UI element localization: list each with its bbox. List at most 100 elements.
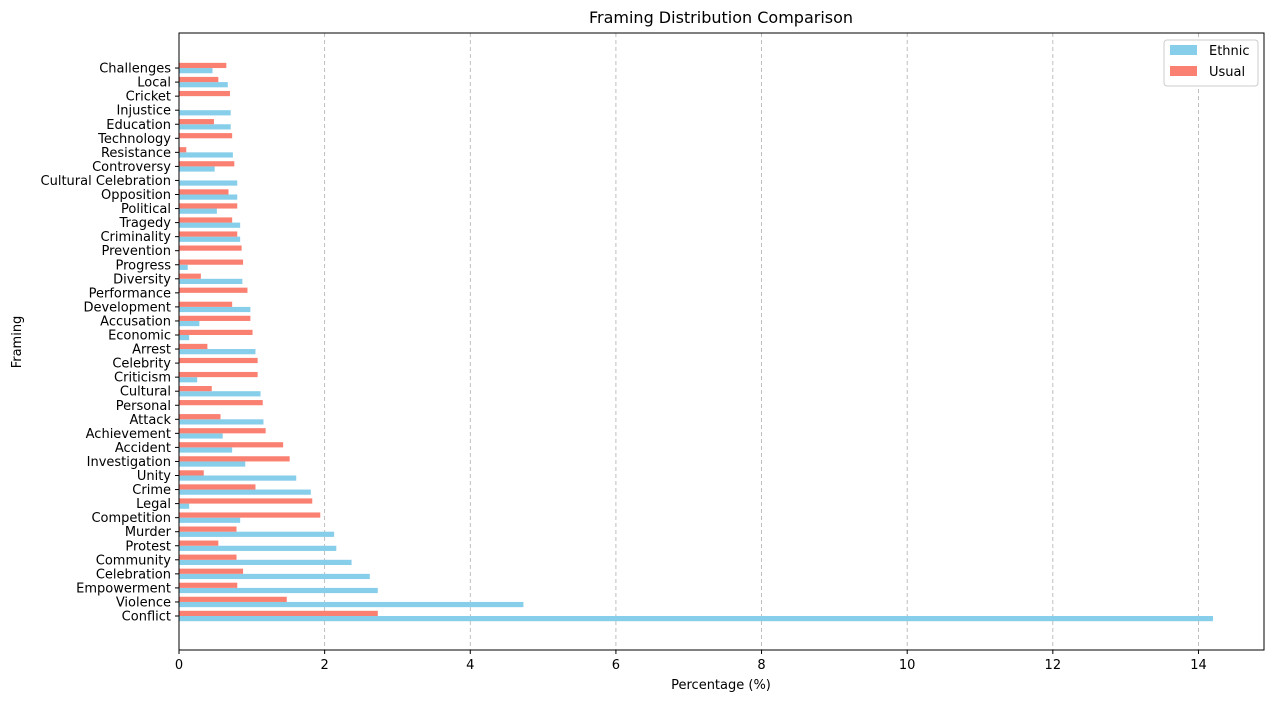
x-axis-label: Percentage (%)	[671, 678, 771, 693]
y-tick-label-opposition: Opposition	[101, 188, 171, 203]
bar-usual-empowerment	[179, 582, 238, 588]
bar-usual-personal	[179, 400, 263, 406]
bar-usual-prevention	[179, 245, 242, 251]
bar-ethnic-murder	[179, 531, 335, 537]
y-tick-label-development: Development	[83, 300, 171, 315]
y-tick-label-achievement: Achievement	[86, 427, 171, 442]
bar-ethnic-controversy	[179, 166, 215, 172]
bar-ethnic-local	[179, 82, 228, 88]
bar-series-group	[179, 62, 1214, 622]
bar-usual-progress	[179, 259, 244, 265]
x-tick-label: 0	[175, 658, 183, 673]
y-tick-label-arrest: Arrest	[132, 343, 171, 358]
x-tick-label: 10	[899, 658, 916, 673]
bar-usual-accident	[179, 442, 284, 448]
y-tick-label-community: Community	[96, 553, 172, 568]
bar-usual-technology	[179, 133, 233, 139]
bar-ethnic-economic	[179, 335, 190, 341]
bar-usual-challenges	[179, 62, 227, 69]
bar-usual-achievement	[179, 428, 266, 434]
bar-ethnic-accusation	[179, 320, 200, 327]
chart-title: Framing Distribution Comparison	[589, 8, 853, 27]
bar-usual-political	[179, 203, 238, 209]
y-tick-label-controversy: Controversy	[92, 160, 171, 175]
x-tick-label: 8	[757, 658, 765, 673]
bar-usual-diversity	[179, 273, 201, 279]
y-tick-label-conflict: Conflict	[122, 610, 171, 625]
bar-usual-arrest	[179, 343, 208, 350]
bar-usual-celebrity	[179, 357, 258, 364]
bar-ethnic-criminality	[179, 236, 241, 242]
y-tick-label-celebration: Celebration	[96, 567, 171, 582]
bar-ethnic-opposition	[179, 194, 238, 200]
bar-usual-protest	[179, 540, 219, 546]
bar-usual-resistance	[179, 147, 187, 153]
y-tick-label-legal: Legal	[136, 497, 171, 512]
y-tick-label-diversity: Diversity	[113, 272, 171, 287]
y-tick-label-accusation: Accusation	[100, 314, 171, 329]
y-tick-label-local: Local	[137, 76, 171, 91]
bar-ethnic-political	[179, 208, 217, 214]
bar-usual-conflict	[179, 610, 378, 616]
bar-ethnic-criticism	[179, 377, 198, 383]
bar-ethnic-celebration	[179, 573, 370, 580]
y-tick-label-tragedy: Tragedy	[118, 216, 171, 231]
bar-usual-violence	[179, 596, 287, 602]
bar-usual-cultural	[179, 386, 212, 392]
y-tick-label-competition: Competition	[91, 511, 171, 526]
y-tick-label-economic: Economic	[108, 329, 171, 344]
y-tick-label-political: Political	[121, 202, 171, 217]
bar-usual-community	[179, 554, 237, 560]
y-tick-label-performance: Performance	[89, 286, 171, 301]
bar-ethnic-conflict	[179, 616, 1214, 622]
bar-ethnic-education	[179, 124, 231, 130]
bar-usual-education	[179, 119, 214, 125]
bar-ethnic-injustice	[179, 110, 231, 116]
bar-ethnic-crime	[179, 489, 311, 495]
bar-usual-celebration	[179, 568, 244, 574]
y-tick-label-protest: Protest	[125, 539, 171, 554]
y-tick-label-cultural-celebration: Cultural Celebration	[41, 174, 171, 189]
bar-usual-controversy	[179, 161, 235, 167]
bar-usual-local	[179, 76, 219, 83]
bar-ethnic-diversity	[179, 278, 243, 284]
bar-usual-criticism	[179, 371, 258, 378]
legend-swatch-ethnic	[1170, 45, 1197, 55]
y-tick-label-technology: Technology	[97, 132, 171, 147]
bar-usual-economic	[179, 329, 253, 335]
legend-label-ethnic: Ethnic	[1209, 44, 1250, 59]
y-tick-label-violence: Violence	[116, 595, 171, 610]
bar-usual-legal	[179, 498, 313, 504]
y-tick-label-personal: Personal	[116, 399, 171, 414]
bar-usual-cricket	[179, 90, 230, 97]
bar-ethnic-competition	[179, 517, 241, 523]
bar-ethnic-tragedy	[179, 222, 241, 228]
y-tick-label-celebrity: Celebrity	[112, 357, 171, 372]
bar-usual-unity	[179, 470, 204, 476]
bar-usual-crime	[179, 484, 256, 490]
y-tick-label-unity: Unity	[137, 469, 171, 484]
y-axis-label: Framing	[10, 316, 25, 369]
x-tick-label: 14	[1190, 658, 1207, 673]
y-tick-label-empowerment: Empowerment	[76, 581, 171, 596]
x-tick-label: 6	[612, 658, 620, 673]
bar-ethnic-empowerment	[179, 587, 378, 594]
y-tick-label-criminality: Criminality	[100, 230, 171, 245]
y-tick-label-attack: Attack	[129, 413, 171, 428]
x-axis-ticks: 0 2 4 6 8 10 12 14	[175, 650, 1207, 673]
bar-ethnic-resistance	[179, 152, 233, 158]
bar-usual-accusation	[179, 315, 251, 321]
y-tick-label-crime: Crime	[132, 483, 171, 498]
x-tick-label: 12	[1045, 658, 1062, 673]
bar-ethnic-protest	[179, 545, 337, 551]
bar-usual-development	[179, 301, 233, 307]
bar-ethnic-achievement	[179, 433, 223, 439]
bar-usual-competition	[179, 512, 321, 518]
bar-ethnic-unity	[179, 475, 297, 481]
legend-label-usual: Usual	[1209, 65, 1245, 80]
y-tick-label-education: Education	[106, 118, 171, 133]
bar-usual-murder	[179, 526, 237, 532]
x-tick-label: 4	[466, 658, 474, 673]
legend: Ethnic Usual	[1163, 39, 1259, 87]
bar-ethnic-investigation	[179, 461, 246, 467]
